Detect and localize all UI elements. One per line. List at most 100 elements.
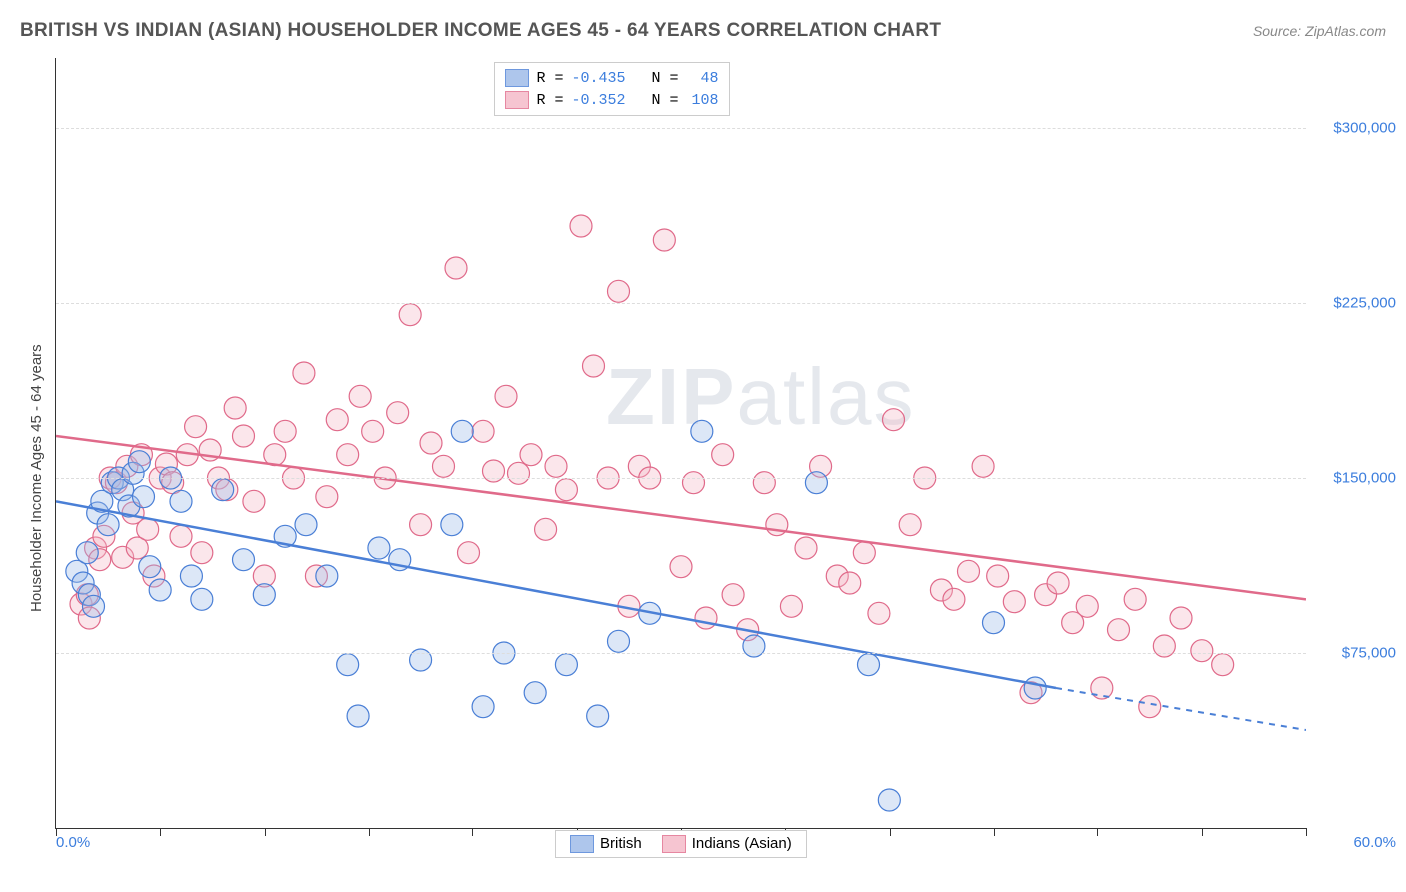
scatter-point-british xyxy=(347,705,369,727)
x-tick-mark xyxy=(1202,828,1203,836)
scatter-point-british xyxy=(639,602,661,624)
scatter-point-indians xyxy=(293,362,315,384)
scatter-point-indians xyxy=(683,472,705,494)
grid-line xyxy=(56,653,1306,654)
correlation-stats-box: R =-0.435N =48R =-0.352N =108 xyxy=(494,62,730,116)
bottom-legend: BritishIndians (Asian) xyxy=(555,830,807,858)
scatter-point-indians xyxy=(712,444,734,466)
scatter-point-british xyxy=(139,556,161,578)
scatter-point-indians xyxy=(722,584,744,606)
scatter-point-indians xyxy=(608,280,630,302)
scatter-point-british xyxy=(983,612,1005,634)
x-tick-mark xyxy=(1097,828,1098,836)
scatter-point-indians xyxy=(1035,584,1057,606)
scatter-point-british xyxy=(128,451,150,473)
scatter-point-indians xyxy=(253,565,275,587)
scatter-point-british xyxy=(133,486,155,508)
scatter-point-indians xyxy=(78,607,100,629)
scatter-point-british xyxy=(212,479,234,501)
scatter-point-british xyxy=(87,502,109,524)
scatter-point-british xyxy=(472,696,494,718)
scatter-point-indians xyxy=(143,565,165,587)
scatter-point-indians xyxy=(1003,591,1025,613)
x-axis-min-label: 0.0% xyxy=(56,834,90,851)
scatter-point-indians xyxy=(1124,588,1146,610)
scatter-point-indians xyxy=(930,579,952,601)
scatter-point-british xyxy=(337,654,359,676)
scatter-point-indians xyxy=(185,416,207,438)
scatter-plot-area: ZIPatlas Householder Income Ages 45 - 64… xyxy=(55,58,1306,829)
scatter-point-british xyxy=(191,588,213,610)
scatter-point-indians xyxy=(795,537,817,559)
scatter-point-indians xyxy=(216,479,238,501)
scatter-point-british xyxy=(389,549,411,571)
chart-source: Source: ZipAtlas.com xyxy=(1253,23,1386,39)
trend-line-dashed-british xyxy=(1056,688,1306,730)
scatter-point-indians xyxy=(826,565,848,587)
scatter-point-indians xyxy=(162,472,184,494)
r-label: R = xyxy=(537,70,564,87)
n-value: 108 xyxy=(687,92,719,109)
x-tick-mark xyxy=(472,828,473,836)
scatter-point-indians xyxy=(420,432,442,454)
x-tick-mark xyxy=(265,828,266,836)
y-tick-label: $150,000 xyxy=(1316,470,1396,487)
scatter-point-indians xyxy=(1047,572,1069,594)
scatter-point-british xyxy=(233,549,255,571)
scatter-point-indians xyxy=(387,402,409,424)
scatter-point-british xyxy=(368,537,390,559)
scatter-point-indians xyxy=(766,514,788,536)
scatter-point-indians xyxy=(76,584,98,606)
scatter-point-british xyxy=(1024,677,1046,699)
scatter-point-indians xyxy=(883,409,905,431)
scatter-point-indians xyxy=(628,455,650,477)
scatter-point-indians xyxy=(126,537,148,559)
scatter-point-indians xyxy=(839,572,861,594)
scatter-point-indians xyxy=(520,444,542,466)
scatter-point-indians xyxy=(1212,654,1234,676)
scatter-point-indians xyxy=(233,425,255,447)
scatter-point-british xyxy=(441,514,463,536)
scatter-point-indians xyxy=(535,518,557,540)
scatter-point-british xyxy=(101,472,123,494)
scatter-point-indians xyxy=(316,486,338,508)
scatter-point-indians xyxy=(958,560,980,582)
x-tick-mark xyxy=(160,828,161,836)
y-tick-label: $225,000 xyxy=(1316,295,1396,312)
scatter-point-indians xyxy=(1139,696,1161,718)
legend-item-indians: Indians (Asian) xyxy=(662,835,792,853)
scatter-point-british xyxy=(524,682,546,704)
scatter-point-indians xyxy=(122,502,144,524)
scatter-point-british xyxy=(451,420,473,442)
scatter-point-indians xyxy=(93,525,115,547)
x-tick-mark xyxy=(1306,828,1307,836)
scatter-point-indians xyxy=(508,462,530,484)
scatter-point-indians xyxy=(987,565,1009,587)
scatter-point-indians xyxy=(433,455,455,477)
scatter-point-british xyxy=(555,654,577,676)
scatter-point-indians xyxy=(224,397,246,419)
scatter-point-indians xyxy=(495,385,517,407)
scatter-point-indians xyxy=(105,472,127,494)
y-axis-label: Householder Income Ages 45 - 64 years xyxy=(28,345,45,613)
scatter-point-british xyxy=(91,490,113,512)
scatter-point-british xyxy=(805,472,827,494)
scatter-point-british xyxy=(878,789,900,811)
scatter-point-indians xyxy=(170,525,192,547)
legend-label: Indians (Asian) xyxy=(692,835,792,852)
scatter-point-indians xyxy=(155,453,177,475)
x-tick-mark xyxy=(994,828,995,836)
scatter-point-british xyxy=(72,572,94,594)
scatter-point-indians xyxy=(780,595,802,617)
scatter-point-indians xyxy=(1062,612,1084,634)
scatter-point-indians xyxy=(243,490,265,512)
scatter-point-british xyxy=(316,565,338,587)
x-axis-max-label: 60.0% xyxy=(1316,834,1396,851)
scatter-point-indians xyxy=(899,514,921,536)
scatter-point-indians xyxy=(89,549,111,571)
scatter-point-british xyxy=(587,705,609,727)
scatter-point-indians xyxy=(70,593,92,615)
stat-row-british: R =-0.435N =48 xyxy=(505,67,719,89)
scatter-point-indians xyxy=(1191,640,1213,662)
r-value: -0.352 xyxy=(572,92,626,109)
